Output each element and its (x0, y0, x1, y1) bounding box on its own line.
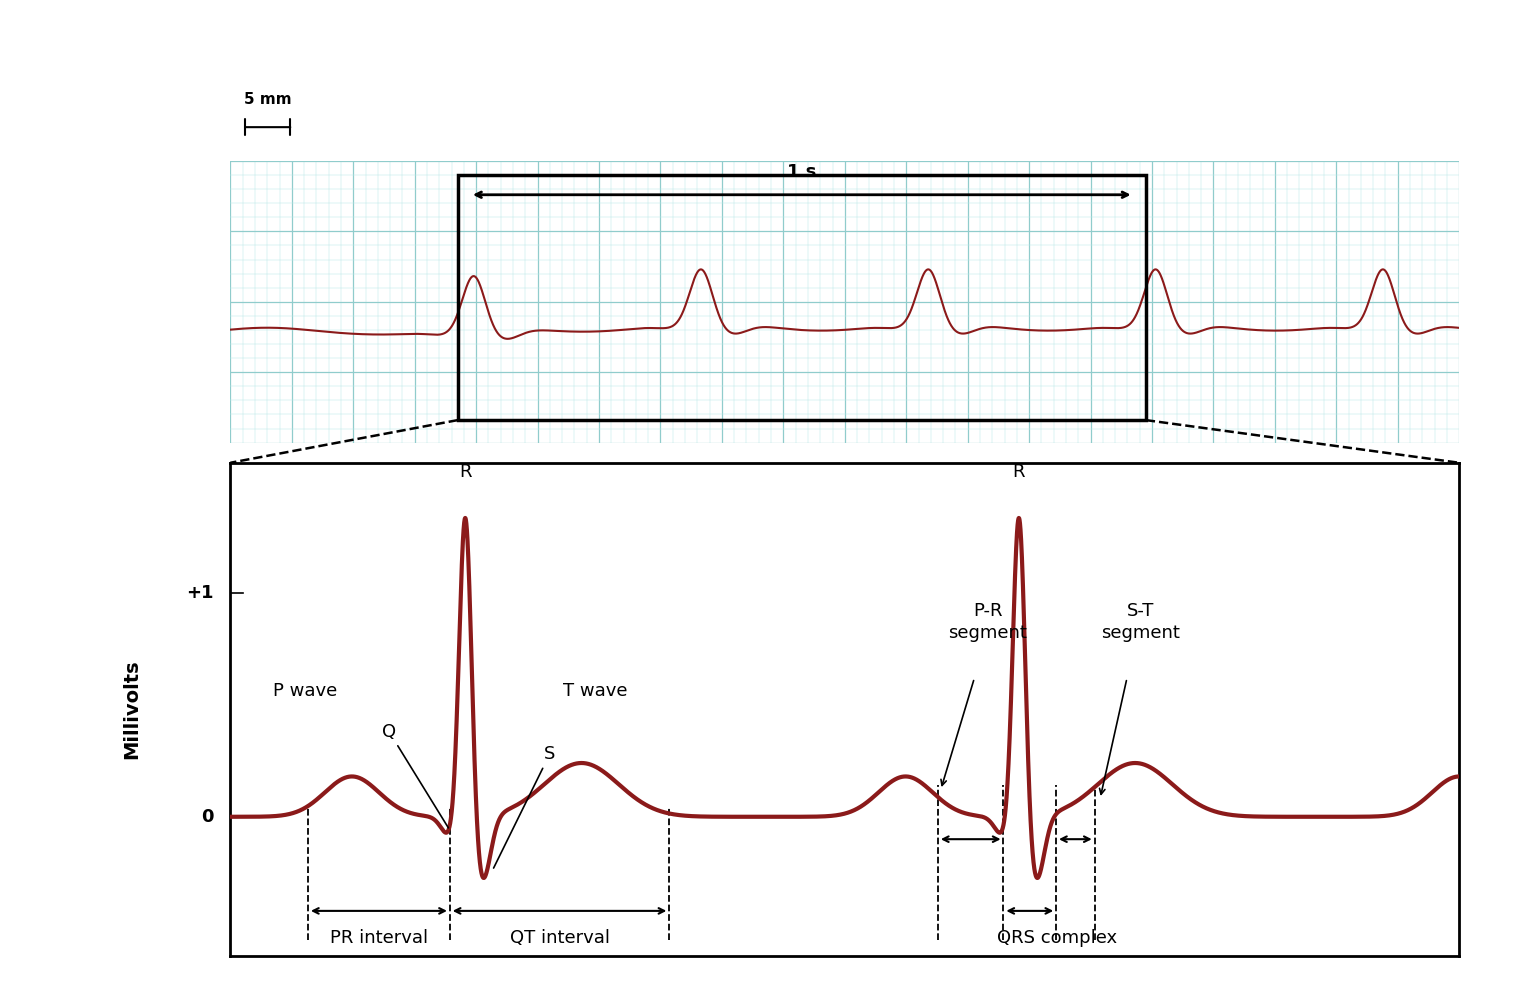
Text: PR interval: PR interval (330, 929, 429, 947)
Text: R: R (459, 463, 472, 481)
Text: P wave: P wave (272, 682, 336, 700)
Text: QT interval: QT interval (510, 929, 610, 947)
Text: S: S (493, 745, 556, 868)
Text: Millivolts: Millivolts (123, 659, 141, 760)
Bar (458, 175, 1146, 421)
Text: +1: +1 (186, 583, 214, 602)
Text: R: R (1012, 463, 1025, 481)
Text: 1 s: 1 s (786, 163, 817, 181)
Text: P-R
segment: P-R segment (949, 602, 1028, 642)
Text: Q: Q (382, 722, 449, 828)
Text: T wave: T wave (562, 682, 627, 700)
Text: S-T
segment: S-T segment (1101, 602, 1180, 642)
Text: 0: 0 (201, 808, 214, 826)
Text: QRS complex: QRS complex (997, 929, 1117, 947)
Text: 5 mm: 5 mm (244, 93, 292, 108)
